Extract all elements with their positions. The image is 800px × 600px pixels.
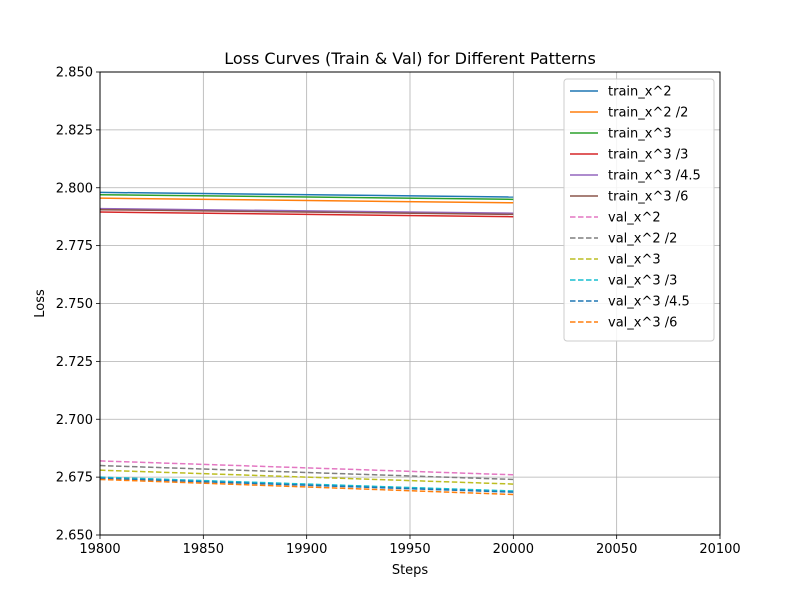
series-line-val-x-3-6 [99, 478, 514, 496]
legend-entry: val_x^3 /6 [608, 316, 677, 331]
x-tick-label: 19850 [183, 542, 224, 557]
legend-entry: train_x^3 [608, 127, 672, 142]
y-tick-label: 2.650 [56, 529, 93, 544]
series-line-val-x-3-3 [99, 476, 514, 492]
x-tick-label: 20100 [699, 542, 740, 557]
series-line-val-x-2 [99, 460, 514, 476]
y-tick-label: 2.800 [56, 181, 93, 196]
series-line-train-x-3-6 [99, 208, 514, 216]
legend-entry: val_x^3 /3 [608, 274, 677, 289]
x-axis-ticks: 19800 19850 19900 19950 20000 20050 20100 [79, 535, 741, 557]
series-line-val-x-3 [99, 469, 514, 485]
legend-entry: train_x^3 /3 [608, 148, 688, 163]
legend-box [563, 78, 715, 342]
series-line-val-x-2-2 [99, 464, 514, 481]
chart-title: Loss Curves (Train & Val) for Different … [224, 49, 596, 68]
y-tick-label: 2.775 [56, 239, 93, 254]
y-tick-label: 2.850 [56, 66, 93, 81]
series-lines [99, 191, 514, 496]
y-axis-label: Loss [33, 289, 48, 318]
y-tick-label: 2.825 [56, 123, 93, 138]
legend-entry: train_x^3 /6 [608, 190, 688, 205]
series-line-train-x-3-3 [99, 211, 514, 218]
series-line-val-x-3-4-5 [99, 477, 514, 493]
x-tick-label: 20000 [493, 542, 534, 557]
x-tick-label: 19900 [286, 542, 327, 557]
x-axis-label: Steps [392, 563, 429, 578]
legend-entry: train_x^2 /2 [608, 106, 688, 121]
y-tick-label: 2.725 [56, 355, 93, 370]
y-tick-label: 2.700 [56, 413, 93, 428]
y-axis-ticks: 2.650 2.675 2.700 2.725 2.750 2.775 2.800 2.825… [56, 66, 100, 544]
legend-entry: val_x^2 [608, 211, 661, 226]
series-line-train-x-2-2 [99, 197, 514, 204]
x-tick-label: 19950 [389, 542, 430, 557]
y-tick-label: 2.675 [56, 471, 93, 486]
series-line-train-x-3-4-5 [99, 207, 514, 214]
series-line-train-x-2 [99, 191, 514, 198]
legend-entry: train_x^3 /4.5 [608, 169, 701, 184]
y-tick-label: 2.750 [56, 297, 93, 312]
legend: train_x^2 train_x^2 /2 train_x^3 train_x^3 … [563, 78, 715, 342]
series-line-train-x-3 [99, 193, 514, 201]
legend-entry: val_x^3 /4.5 [608, 295, 690, 310]
legend-entry: val_x^2 /2 [608, 232, 677, 247]
x-tick-label: 20050 [596, 542, 637, 557]
legend-entry: train_x^2 [608, 85, 672, 100]
x-tick-label: 19800 [79, 542, 120, 557]
legend-entry: val_x^3 [608, 253, 661, 268]
